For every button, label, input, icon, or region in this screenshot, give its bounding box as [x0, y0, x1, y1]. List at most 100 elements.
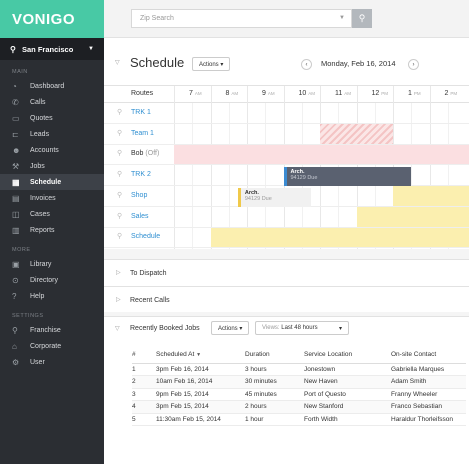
sidebar-item-user[interactable]: ⚙ User — [0, 354, 104, 370]
sidebar-item-reports[interactable]: ▥ Reports — [0, 222, 104, 238]
job-title: Arch. — [244, 189, 259, 196]
sidebar-item-dashboard[interactable]: ◔ Dashboard — [0, 78, 104, 94]
sidebar-item-label: Jobs — [30, 162, 45, 170]
table-cell: Forth Width — [304, 413, 391, 426]
hour-label: 12 PM — [371, 90, 389, 97]
sidebar-item-label: Invoices — [30, 194, 56, 202]
sidebar-item-schedule[interactable]: ▦ Schedule — [0, 174, 104, 190]
sidebar-item-corporate[interactable]: ⌂ Corporate — [0, 338, 104, 354]
chevron-down-icon[interactable]: ▼ — [339, 15, 345, 21]
schedule-actions-button[interactable]: Actions ▾ — [192, 57, 231, 71]
to-dispatch-panel[interactable]: ▷ To Dispatch — [104, 259, 469, 285]
table-row[interactable]: 2 10am Feb 16, 2014 30 minutes New Haven Ada… — [132, 375, 466, 389]
grid-header: Routes 7 AM 8 AM 9 AM 10 AM 11 AM 12 PM 1 PM 2 … — [104, 86, 469, 103]
sidebar-item-library[interactable]: ▣ Library — [0, 256, 104, 272]
sidebar-item-directory[interactable]: ⊙ Directory — [0, 272, 104, 288]
table-header[interactable]: Scheduled At ▼ — [156, 347, 245, 364]
recent-calls-title[interactable]: Recent Calls — [130, 297, 170, 304]
sidebar-item-quotes[interactable]: ▭ Quotes — [0, 110, 104, 126]
table-cell: New Haven — [304, 375, 391, 389]
sidebar-item-label: Library — [30, 260, 52, 268]
route-name[interactable]: Sales — [131, 212, 149, 220]
sidebar-item-help[interactable]: ? Help — [0, 288, 104, 304]
route-name[interactable]: TRK 2 — [131, 171, 151, 179]
search-placeholder: Zip Search — [140, 15, 174, 22]
expand-chevron-icon[interactable]: ▷ — [116, 297, 121, 303]
route-name[interactable]: Shop — [131, 191, 148, 199]
sidebar-item-label: Help — [30, 292, 45, 300]
table-cell: Franco Sebastian — [391, 400, 466, 414]
routes-header: Routes — [131, 90, 154, 97]
table-cell: 1 — [132, 363, 156, 376]
to-dispatch-title[interactable]: To Dispatch — [130, 270, 167, 277]
table-cell: 2 hours — [245, 400, 304, 414]
route-name[interactable]: Team 1 — [131, 129, 154, 137]
table-row[interactable]: 4 3pm Feb 15, 2014 2 hours New Stanford Fran… — [132, 400, 466, 414]
sidebar-item-leads[interactable]: ⊏ Leads — [0, 126, 104, 142]
sidebar-item-label: Dashboard — [30, 82, 65, 90]
sidebar-item-label: Calls — [30, 98, 46, 106]
table-cell: New Stanford — [304, 400, 391, 414]
sidebar-item-jobs[interactable]: ⚒ Jobs — [0, 158, 104, 174]
directory-icon: ⊙ — [12, 275, 19, 285]
route-row: ⚲ Bob (Off) — [104, 144, 469, 166]
route-name[interactable]: TRK 1 — [131, 109, 151, 116]
booked-actions-button[interactable]: Actions ▾ — [211, 321, 250, 335]
sidebar-item-label: Franchise — [30, 326, 61, 334]
table-cell: 30 minutes — [245, 375, 304, 389]
table-cell: 3 hours — [245, 363, 304, 376]
sidebar-item-label: Schedule — [30, 178, 62, 186]
table-row[interactable]: 5 11:30am Feb 15, 2014 1 hour Forth Width Ha… — [132, 413, 466, 426]
search-button[interactable]: ⚲ — [352, 9, 372, 28]
expand-chevron-icon[interactable]: ▷ — [116, 270, 121, 276]
prev-day-button[interactable]: ‹ — [301, 59, 312, 70]
availability-block — [210, 227, 469, 249]
table-row[interactable]: 1 3pm Feb 16, 2014 3 hours Jonestown Gabriel… — [132, 363, 466, 376]
hour-label: 8 AM — [225, 90, 239, 97]
job-block[interactable]: Arch. 94129 Due — [283, 167, 412, 187]
table-cell: Gabriella Marques — [391, 363, 466, 376]
pin-icon: ⚲ — [12, 325, 18, 335]
table-cell: 3pm Feb 15, 2014 — [156, 400, 245, 414]
table-row[interactable]: 3 9pm Feb 15, 2014 45 minutes Port of Quest… — [132, 388, 466, 401]
table-header: Duration — [245, 347, 304, 364]
sidebar-item-calls[interactable]: ✆ Calls — [0, 94, 104, 110]
sidebar-item-label: Directory — [30, 276, 59, 284]
route-row: ⚲ Team 1 — [104, 124, 469, 145]
sidebar: VONIGO ⚲ San Francisco ▼ MAIN ◔ Dashboard ✆… — [0, 0, 104, 464]
table-header: # — [132, 347, 156, 364]
zip-search-input[interactable]: Zip Search ▼ — [131, 9, 352, 28]
dashboard-icon: ◔ — [12, 81, 17, 91]
chevron-down-icon: ▼ — [88, 46, 94, 52]
page-title: Schedule — [130, 55, 185, 70]
invoice-icon: ▤ — [12, 193, 20, 203]
top-bar: Zip Search ▼ ⚲ — [104, 0, 469, 38]
job-title: Arch. — [290, 169, 305, 176]
table-cell: 4 — [132, 400, 156, 414]
sidebar-item-cases[interactable]: ◫ Cases — [0, 206, 104, 222]
app-logo[interactable]: VONIGO — [0, 0, 104, 38]
sort-desc-icon[interactable]: ▼ — [196, 352, 202, 359]
case-icon: ◫ — [12, 209, 20, 219]
job-block[interactable]: Arch. 94129 Due — [237, 187, 311, 207]
location-selector[interactable]: ⚲ San Francisco ▼ — [0, 38, 104, 60]
collapse-chevron-icon[interactable]: ▽ — [115, 60, 120, 66]
table-cell: Franny Wheeler — [391, 388, 466, 401]
recently-booked-title: Recently Booked Jobs — [130, 325, 200, 332]
sidebar-section-label: SETTINGS — [12, 313, 44, 319]
route-name[interactable]: Bob (Off) — [131, 150, 160, 158]
collapse-chevron-icon[interactable]: ▽ — [115, 326, 120, 332]
route-row: ⚲ Sales — [104, 207, 469, 228]
unavailable-block — [320, 123, 393, 145]
sidebar-item-franchise[interactable]: ⚲ Franchise — [0, 322, 104, 338]
sidebar-item-invoices[interactable]: ▤ Invoices — [0, 190, 104, 206]
table-cell: 1 hour — [245, 413, 304, 426]
views-dropdown[interactable]: Views: Last 48 hours ▾ — [255, 321, 349, 335]
route-name[interactable]: Schedule — [131, 233, 161, 241]
sidebar-item-label: Corporate — [30, 342, 62, 350]
sidebar-item-accounts[interactable]: ☻ Accounts — [0, 142, 104, 158]
sidebar-section-label: MORE — [12, 247, 31, 253]
next-day-button[interactable]: › — [408, 59, 419, 70]
recent-calls-panel[interactable]: ▷ Recent Calls — [104, 286, 469, 312]
hour-label: 9 AM — [262, 90, 275, 97]
